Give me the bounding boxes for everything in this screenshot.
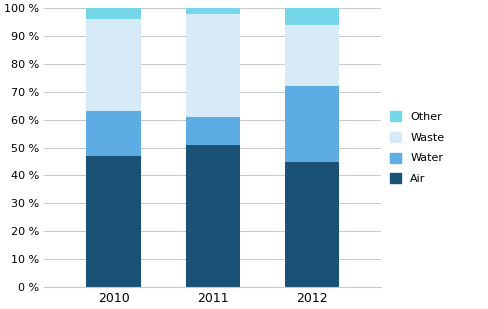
Bar: [86, 111, 141, 156]
Bar: [185, 145, 240, 287]
Bar: [86, 156, 141, 287]
Bar: [284, 8, 339, 25]
Bar: [284, 162, 339, 287]
Bar: [284, 25, 339, 86]
Bar: [185, 8, 240, 14]
Bar: [185, 14, 240, 117]
Legend: Other, Waste, Water, Air: Other, Waste, Water, Air: [389, 111, 444, 184]
Bar: [185, 117, 240, 145]
Bar: [86, 8, 141, 19]
Bar: [86, 19, 141, 111]
Bar: [284, 86, 339, 162]
